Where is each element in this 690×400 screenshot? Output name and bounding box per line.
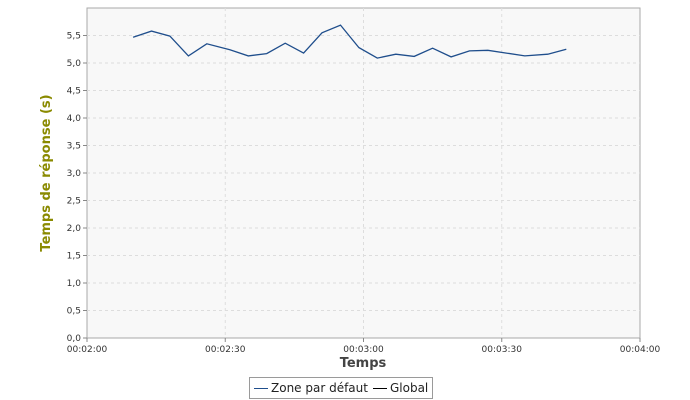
y-tick-label: 3,0	[67, 169, 82, 179]
legend-swatch	[254, 387, 268, 389]
y-tick-label: 4,0	[67, 114, 82, 124]
y-tick-label: 5,5	[67, 32, 81, 42]
y-tick-label: 5,0	[67, 59, 82, 69]
legend-item-0: Zone par défaut	[254, 381, 368, 395]
series-lines	[132, 24, 567, 59]
x-tick-label: 00:03:30	[482, 345, 523, 355]
grid-lines	[87, 8, 640, 338]
x-tick-label: 00:02:30	[205, 345, 246, 355]
x-tick-label: 00:03:00	[343, 345, 384, 355]
x-tick-label: 00:02:00	[67, 345, 108, 355]
y-tick-label: 4,5	[67, 87, 81, 97]
y-tick-label: 1,0	[67, 279, 82, 289]
legend-swatch	[372, 387, 387, 389]
legend-item-1: Global	[372, 381, 429, 395]
y-tick-label: 2,0	[67, 224, 82, 234]
legend-label: Global	[389, 381, 429, 395]
series-line-0	[132, 24, 567, 59]
y-tick-label: 0,5	[67, 307, 81, 317]
y-axis-title: Temps de réponse (s)	[39, 94, 54, 251]
y-tick-label: 3,5	[67, 142, 81, 152]
y-tick-label: 1,5	[67, 252, 81, 262]
y-tick-label: 2,5	[67, 197, 81, 207]
chart-legend: Zone par défaut Global	[249, 377, 434, 399]
x-tick-label: 00:04:00	[620, 345, 661, 355]
legend-label: Zone par défaut	[271, 381, 368, 395]
y-tick-label: 0,0	[67, 334, 82, 344]
axis-ticks: 0,0 0,5 1,0 1,5 2,0 2,5 3,0 3,5 4,0 4,5 5,0 5,5 00:0…	[67, 32, 661, 356]
x-axis-title: Temps	[340, 356, 387, 371]
